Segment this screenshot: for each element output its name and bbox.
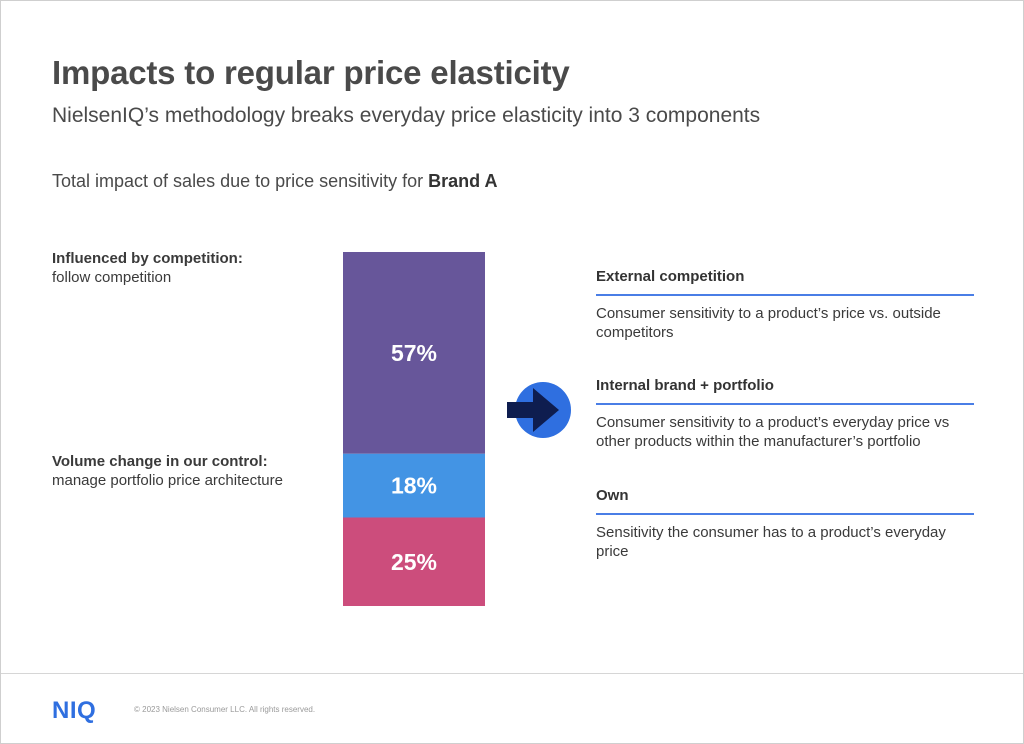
component-external: External competition Consumer sensitivit…	[596, 268, 974, 342]
bar-segment	[343, 517, 485, 606]
bar-segment-label: 18%	[391, 473, 437, 499]
component-heading: Own	[596, 487, 974, 515]
niq-logo: NIQ	[52, 697, 97, 724]
page-subtitle: NielsenIQ’s methodology breaks everyday …	[52, 104, 761, 127]
footer-divider	[1, 673, 1023, 674]
left-label-competition: Influenced by competition: follow compet…	[52, 249, 243, 287]
left-label-control: Volume change in our control: manage por…	[52, 452, 283, 490]
bar-segment-label: 57%	[391, 340, 437, 366]
component-own: Own Sensitivity the consumer has to a pr…	[596, 487, 974, 561]
left-label-text: manage portfolio price architecture	[52, 472, 283, 489]
brand-name: Brand A	[428, 171, 498, 191]
bar-segment	[343, 252, 485, 454]
component-heading: Internal brand + portfolio	[596, 377, 974, 405]
component-heading: External competition	[596, 268, 974, 296]
page-title: Impacts to regular price elasticity	[52, 54, 570, 91]
bar-segment	[343, 453, 485, 518]
chart-subtitle: Total impact of sales due to price sensi…	[52, 171, 498, 192]
left-label-heading: Volume change in our control:	[52, 453, 268, 470]
component-text: Consumer sensitivity to a product’s ever…	[596, 414, 950, 450]
left-label-text: follow competition	[52, 269, 172, 286]
chart-subtitle-prefix: Total impact of sales due to price sensi…	[52, 171, 429, 191]
copyright-text: © 2023 Nielsen Consumer LLC. All rights …	[134, 705, 316, 714]
component-internal: Internal brand + portfolio Consumer sens…	[596, 377, 974, 451]
component-text: Consumer sensitivity to a product’s pric…	[596, 305, 941, 341]
component-text: Sensitivity the consumer has to a produc…	[596, 524, 946, 560]
arrow-right-icon	[507, 382, 571, 438]
left-label-heading: Influenced by competition:	[52, 250, 243, 267]
bar-segment-label: 25%	[391, 549, 437, 575]
